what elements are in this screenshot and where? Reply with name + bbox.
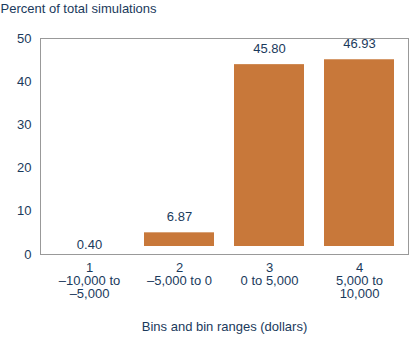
svg-text:40: 40 — [17, 74, 31, 89]
svg-text:10: 10 — [17, 203, 31, 218]
svg-text:46.93: 46.93 — [343, 35, 376, 51]
svg-text:45.80: 45.80 — [253, 41, 286, 56]
svg-text:2–5,000 to 0: 2–5,000 to 0 — [147, 260, 212, 288]
svg-text:1–10,000 to–5,000: 1–10,000 to–5,000 — [59, 260, 120, 301]
svg-text:0.40: 0.40 — [77, 237, 102, 252]
svg-text:20: 20 — [17, 160, 31, 175]
svg-text:Bins and bin ranges (dollars): Bins and bin ranges (dollars) — [142, 319, 307, 334]
svg-text:6.87: 6.87 — [167, 209, 192, 224]
svg-text:30 to 5,000: 30 to 5,000 — [241, 260, 299, 288]
svg-text:Percent of total simulations: Percent of total simulations — [1, 1, 158, 16]
svg-text:0: 0 — [24, 247, 31, 262]
svg-text:30: 30 — [17, 117, 31, 132]
svg-text:50: 50 — [17, 31, 31, 46]
svg-text:45,000 to10,000: 45,000 to10,000 — [336, 260, 383, 301]
